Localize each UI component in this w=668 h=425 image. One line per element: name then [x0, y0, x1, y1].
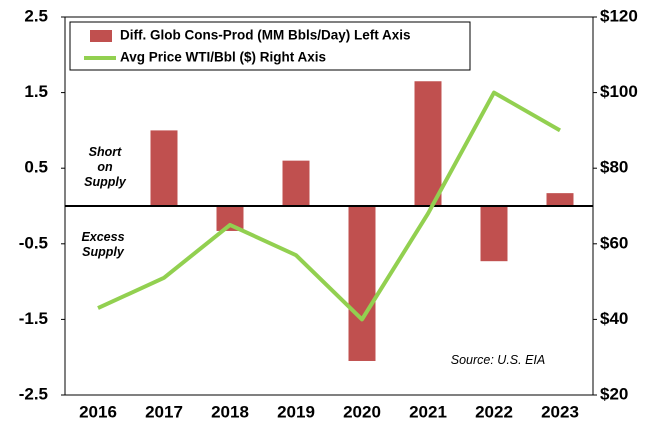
annotation-line: Excess: [81, 230, 124, 244]
bar: [348, 206, 376, 361]
x-tick-label: 2018: [211, 402, 249, 421]
y2-tick-label: $80: [600, 158, 628, 177]
legend-label: Avg Price WTI/Bbl ($) Right Axis: [120, 50, 326, 65]
x-tick-label: 2022: [475, 402, 513, 421]
x-tick-label: 2021: [409, 402, 447, 421]
x-tick-label: 2019: [277, 402, 315, 421]
x-tick-label: 2017: [145, 402, 183, 421]
bar: [150, 130, 178, 206]
line: [97, 90, 561, 322]
y-tick-label: 0.5: [24, 158, 48, 177]
x-tick-label: 2016: [79, 402, 117, 421]
bar: [480, 206, 508, 262]
annotation-line: on: [97, 160, 113, 174]
y-tick-label: -1.5: [19, 309, 48, 328]
annotation: Excess Supply: [81, 230, 124, 259]
y2-tick-label: $100: [600, 82, 638, 101]
y2-tick-label: $120: [600, 6, 638, 25]
y-tick-label: -2.5: [19, 384, 48, 403]
legend-label: Diff. Glob Cons-Prod (MM Bbls/Day) Left …: [120, 28, 411, 43]
y-tick-label: 2.5: [24, 6, 48, 25]
x-tick-label: 2023: [541, 402, 579, 421]
y2-tick-label: $40: [600, 309, 628, 328]
legend-swatch: [90, 30, 112, 42]
annotation-line: Supply: [82, 245, 125, 259]
bar: [282, 160, 310, 206]
bar: [414, 81, 442, 206]
annotation-line: Supply: [84, 175, 127, 189]
bar: [546, 193, 574, 206]
annotation-line: Source: U.S. EIA: [451, 353, 545, 367]
annotation-line: Short: [89, 145, 122, 159]
y2-tick-label: $20: [600, 384, 628, 403]
y-tick-label: 1.5: [24, 82, 48, 101]
annotation: Short on Supply: [84, 145, 127, 189]
y-tick-label: -0.5: [19, 233, 48, 252]
y2-tick-label: $60: [600, 233, 628, 252]
annotation: Source: U.S. EIA: [451, 353, 545, 367]
legend: Diff. Glob Cons-Prod (MM Bbls/Day) Left …: [69, 21, 471, 71]
x-tick-label: 2020: [343, 402, 381, 421]
legend-box: [69, 21, 471, 71]
